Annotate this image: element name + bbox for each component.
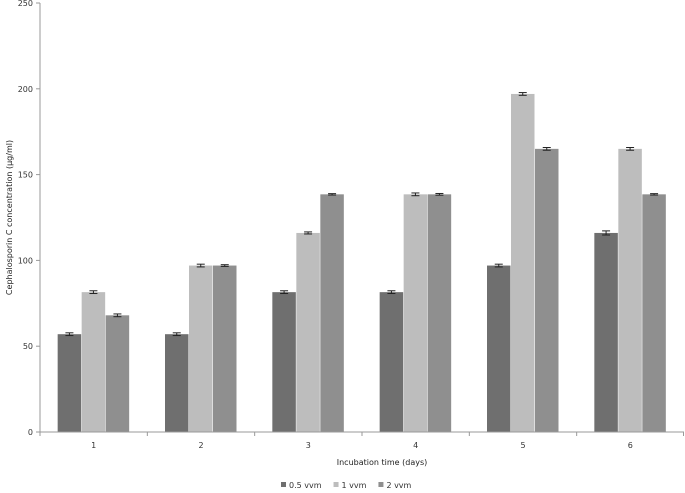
bar [618, 148, 642, 433]
bar [189, 265, 213, 432]
x-tick-label: 5 [520, 441, 525, 450]
legend-swatch [378, 482, 384, 487]
bars-group [57, 93, 666, 433]
y-tick-label: 200 [18, 85, 33, 94]
bar [213, 265, 237, 432]
bar [105, 315, 130, 432]
x-ticks: 1 2 3 4 5 6 [39, 432, 684, 450]
bar [320, 194, 344, 432]
y-tick-label: 100 [18, 256, 33, 265]
y-tick-label: 50 [23, 342, 33, 351]
y-tick-label: 0 [28, 428, 33, 437]
bar [535, 148, 559, 433]
bar [165, 334, 189, 432]
bar [57, 334, 82, 432]
bar [427, 194, 452, 432]
x-tick-label: 4 [413, 441, 418, 450]
legend: 0.5 vvm 1 vvm 2 vvm [281, 481, 412, 490]
error-bars-group [65, 92, 659, 337]
legend-label: 0.5 vvm [289, 481, 322, 490]
bar [642, 194, 666, 432]
x-tick-label: 1 [91, 441, 96, 450]
x-axis-label: Incubation time (days) [337, 458, 428, 467]
x-tick-label: 2 [198, 441, 203, 450]
bar [487, 265, 511, 432]
x-tick-label: 3 [306, 441, 311, 450]
bar [272, 292, 296, 432]
y-tick-label: 250 [18, 0, 33, 8]
legend-label: 2 vvm [386, 481, 411, 490]
bar [379, 292, 404, 432]
legend-label: 1 vvm [342, 481, 367, 490]
y-ticks: 0 50 100 150 200 250 [18, 0, 40, 437]
bar [403, 194, 428, 432]
bar [81, 292, 106, 432]
legend-swatch [281, 482, 286, 487]
bar [511, 93, 535, 432]
y-tick-label: 150 [18, 171, 33, 180]
bar [296, 232, 320, 432]
legend-swatch [333, 482, 339, 487]
x-tick-label: 6 [628, 441, 633, 450]
y-axis-label: Cephalosporin C concentration (µg/ml) [5, 140, 14, 295]
bar [594, 232, 618, 432]
